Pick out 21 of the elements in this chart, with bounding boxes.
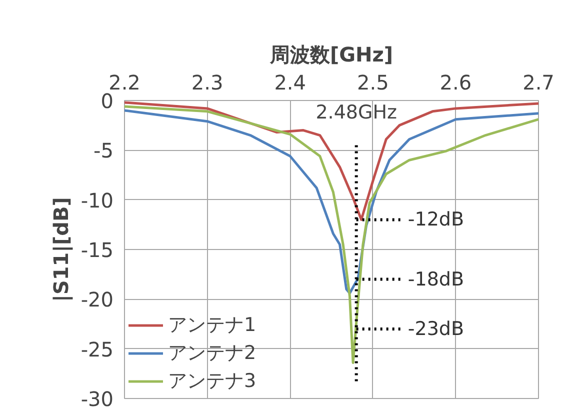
y-axis-title: |S11|[dB] [48, 197, 73, 302]
ref-line-label: 2.48GHz [316, 102, 398, 124]
x-tick-label: 2.4 [274, 70, 306, 94]
legend-label: アンテナ1 [168, 313, 256, 338]
x-tick-label: 2.3 [191, 70, 224, 94]
ref-line-label: -18dB [408, 268, 464, 290]
x-tick-label: 2.5 [356, 70, 389, 94]
x-tick-label: 2.6 [440, 70, 472, 94]
line-series [124, 105, 538, 364]
legend-label: アンテナ3 [168, 369, 256, 394]
y-tick-label: -15 [80, 238, 114, 262]
y-tick-label: -25 [80, 337, 114, 362]
ref-line-label: -23dB [408, 318, 464, 340]
y-tick-label: -20 [80, 288, 114, 312]
y-tick-label: -30 [80, 387, 114, 410]
y-tick-label: -5 [94, 138, 114, 163]
x-axis-title: 周波数[GHz] [268, 42, 394, 66]
y-tick-label: -10 [80, 188, 114, 212]
x-tick-label: 2.7 [522, 70, 554, 94]
legend-label: アンテナ2 [168, 341, 256, 366]
ref-line-label: -12dB [408, 208, 464, 231]
